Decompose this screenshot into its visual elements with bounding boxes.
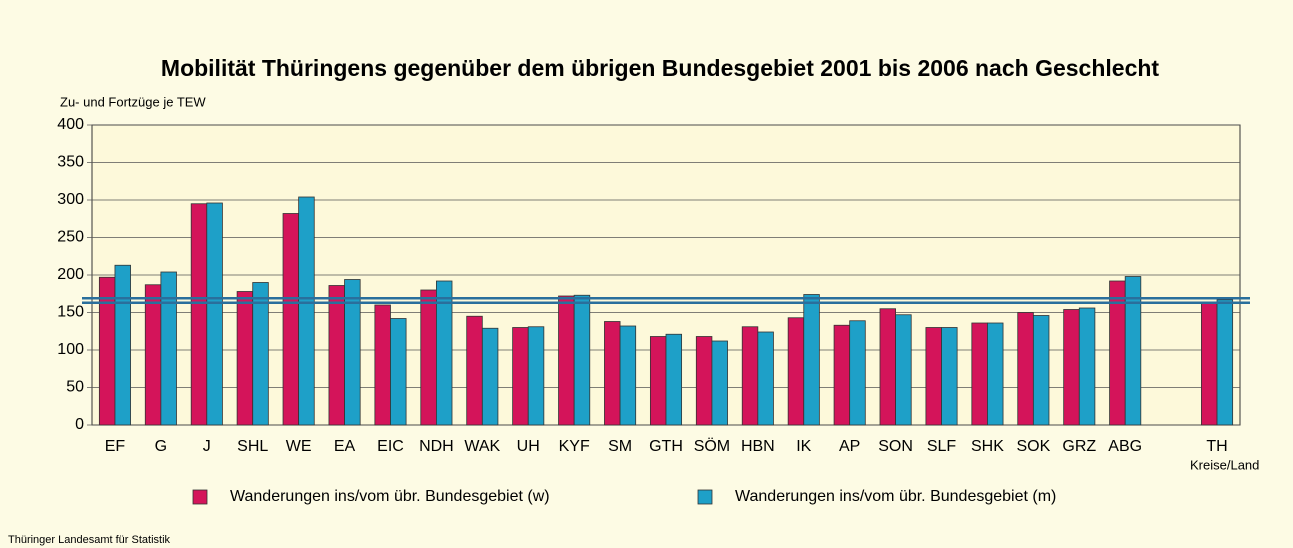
x-tick-label: GRZ	[1062, 438, 1096, 455]
y-tick-label: 0	[75, 416, 84, 433]
y-tick-label: 100	[57, 341, 84, 358]
bar	[665, 333, 683, 426]
bar	[374, 304, 391, 426]
bar	[481, 327, 499, 426]
y-axis-label: Zu- und Fortzüge je TEW	[60, 94, 206, 109]
bar	[1032, 315, 1050, 426]
bar	[987, 322, 1004, 426]
bar	[803, 294, 820, 426]
x-tick-label: SM	[608, 438, 632, 455]
bar	[649, 336, 667, 426]
bar	[466, 315, 483, 426]
bar	[895, 314, 912, 426]
x-tick-label: GTH	[649, 438, 683, 455]
bar	[604, 321, 621, 426]
x-tick-label: ABG	[1108, 438, 1142, 455]
y-tick-label: 50	[66, 379, 84, 396]
bar	[328, 285, 345, 426]
bar	[344, 279, 361, 426]
legend-label: Wanderungen ins/vom übr. Bundesgebiet (m…	[735, 488, 1056, 505]
y-tick-label: 200	[57, 266, 84, 283]
x-tick-label: SLF	[927, 438, 957, 455]
x-tick-label: AP	[839, 438, 860, 455]
bar	[390, 318, 407, 426]
x-axis-label: Kreise/Land	[1190, 457, 1259, 472]
bar	[190, 203, 208, 426]
bar	[619, 325, 637, 426]
bar	[849, 320, 866, 426]
x-tick-label: SÖM	[694, 437, 730, 455]
x-tick-label: WAK	[464, 438, 500, 455]
bar	[1078, 307, 1096, 426]
bar	[573, 294, 591, 426]
bar	[558, 295, 575, 426]
legend-swatch	[697, 489, 713, 505]
bar	[420, 289, 437, 426]
bar	[298, 196, 315, 426]
chart-title: Mobilität Thüringens gegenüber dem übrig…	[161, 55, 1160, 81]
bar	[833, 324, 851, 426]
bar	[741, 326, 759, 426]
x-tick-label: J	[203, 438, 211, 455]
bar	[1063, 309, 1080, 426]
x-tick-label: SHK	[971, 438, 1004, 455]
x-tick-label: IK	[796, 438, 811, 455]
bar	[206, 202, 223, 426]
bar	[1216, 299, 1234, 426]
source: Thüringer Landesamt für Statistik	[8, 534, 171, 546]
bar	[252, 282, 269, 426]
bar	[757, 331, 774, 426]
bar	[711, 340, 728, 426]
bar	[435, 280, 453, 426]
x-tick-label: EIC	[377, 438, 404, 455]
bar	[282, 213, 300, 426]
bar	[144, 284, 162, 426]
x-tick-label: EF	[105, 438, 126, 455]
bar	[160, 271, 177, 426]
bar	[695, 336, 713, 426]
x-tick-label: G	[155, 438, 167, 455]
x-tick-label: HBN	[741, 438, 775, 455]
bar	[1124, 276, 1142, 426]
x-tick-label: WE	[286, 438, 312, 455]
legend-label: Wanderungen ins/vom übr. Bundesgebiet (w…	[230, 488, 550, 505]
y-tick-label: 250	[57, 229, 84, 246]
bar	[925, 327, 942, 426]
legend-swatch	[192, 489, 208, 505]
y-tick-label: 300	[57, 191, 84, 208]
x-tick-label: NDH	[419, 438, 454, 455]
bar	[1017, 312, 1034, 426]
bar	[1201, 303, 1218, 426]
x-tick-label: EA	[334, 438, 356, 455]
x-tick-label: SHL	[237, 438, 268, 455]
bar	[114, 264, 131, 426]
bar	[787, 317, 805, 426]
bar	[512, 327, 529, 426]
y-tick-label: 150	[57, 304, 84, 321]
bar	[879, 308, 896, 426]
x-tick-label: SOK	[1016, 438, 1050, 455]
bar	[941, 327, 958, 426]
x-tick-label: TH	[1206, 438, 1227, 455]
bar	[527, 326, 545, 426]
x-tick-label: KYF	[559, 438, 590, 455]
x-tick-label: SON	[878, 438, 913, 455]
bar	[236, 291, 254, 426]
x-tick-label: UH	[517, 438, 540, 455]
y-tick-label: 400	[57, 116, 84, 133]
y-tick-label: 350	[57, 154, 84, 171]
bar	[971, 322, 988, 426]
